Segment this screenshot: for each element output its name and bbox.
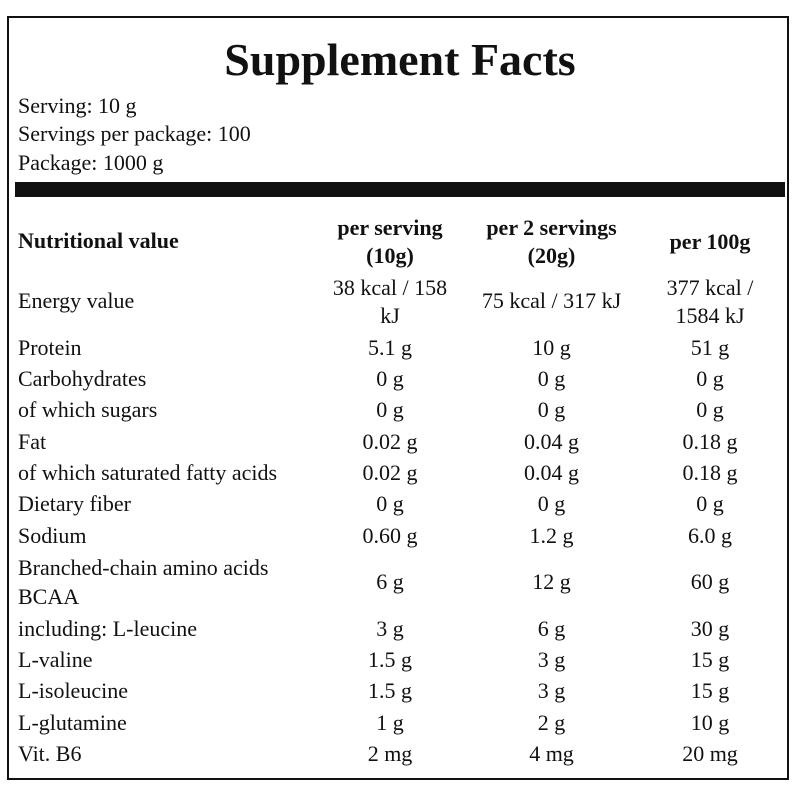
row-per-2-servings: 0 g: [537, 491, 566, 516]
row-per-100g: 10 g: [690, 710, 730, 735]
header-per-2-servings-amount: (20g): [527, 243, 576, 268]
row-per-100g: 15 g: [690, 678, 730, 703]
row-label: Carbohydrates: [18, 366, 147, 391]
package-size: Package: 1000 g: [18, 150, 164, 175]
energy-per-100g-line2: 1584 kJ: [675, 303, 745, 328]
header-per-100g: per 100g: [669, 229, 751, 254]
energy-per-2-servings: 75 kcal / 317 kJ: [481, 288, 622, 313]
row-per-2-servings: 0 g: [537, 397, 566, 422]
row-label: L-valine: [18, 647, 93, 672]
row-per-100g: 0.18 g: [682, 460, 738, 485]
row-per-2-servings: 2 g: [537, 710, 566, 735]
header-per-2-servings: per 2 servings: [486, 215, 617, 240]
row-label: Vit. B6: [18, 741, 82, 766]
serving-size: Serving: 10 g: [18, 93, 137, 118]
row-per-serving: 1 g: [376, 710, 404, 735]
row-per-serving: 0.60 g: [362, 523, 418, 548]
row-per-100g: 0 g: [696, 397, 724, 422]
label-title: Supplement Facts: [224, 34, 576, 85]
row-per-100g: 15 g: [690, 647, 730, 672]
row-label: Dietary fiber: [18, 491, 131, 516]
row-label: of which sugars: [18, 397, 158, 422]
bcaa-per-100g: 60 g: [690, 569, 730, 594]
row-per-100g: 0 g: [696, 491, 724, 516]
thick-divider: [15, 182, 785, 197]
bcaa-label-line2: BCAA: [18, 584, 80, 609]
row-per-100g: 30 g: [690, 616, 730, 641]
bcaa-per-serving: 6 g: [376, 569, 404, 594]
row-label: Fat: [18, 429, 47, 454]
row-label: of which saturated fatty acids: [18, 460, 278, 485]
row-per-serving: 0 g: [376, 397, 404, 422]
row-per-serving: 1.5 g: [368, 647, 412, 672]
header-nutritional-value: Nutritional value: [18, 228, 179, 253]
row-per-2-servings: 1.2 g: [529, 523, 574, 548]
row-per-100g: 0 g: [696, 366, 724, 391]
row-label: L-glutamine: [18, 710, 127, 735]
row-per-serving: 3 g: [376, 616, 404, 641]
row-per-2-servings: 3 g: [537, 678, 566, 703]
row-per-100g: 0.18 g: [682, 429, 738, 454]
row-per-100g: 6.0 g: [688, 523, 732, 548]
header-per-serving-amount: (10g): [366, 243, 414, 268]
row-per-serving: 2 mg: [367, 741, 413, 766]
row-per-2-servings: 0.04 g: [524, 429, 579, 454]
row-per-2-servings: 3 g: [537, 647, 566, 672]
row-per-2-servings: 10 g: [532, 335, 571, 360]
row-per-100g: 51 g: [690, 335, 730, 360]
row-label: including: L-leucine: [18, 616, 197, 641]
row-per-2-servings: 6 g: [537, 616, 566, 641]
row-per-serving: 0.02 g: [362, 460, 418, 485]
header-per-serving: per serving: [337, 215, 443, 240]
row-per-2-servings: 4 mg: [529, 741, 574, 766]
row-per-serving: 0 g: [376, 366, 404, 391]
label-frame: [7, 16, 789, 780]
row-per-2-servings: 0 g: [537, 366, 566, 391]
row-per-serving: 0 g: [376, 491, 404, 516]
row-per-serving: 1.5 g: [368, 678, 412, 703]
row-per-2-servings: 0.04 g: [524, 460, 579, 485]
row-per-serving: 5.1 g: [368, 335, 412, 360]
energy-per-serving-line1: 38 kcal / 158: [332, 275, 448, 300]
energy-per-100g-line1: 377 kcal /: [666, 275, 754, 300]
row-per-serving: 0.02 g: [362, 429, 418, 454]
bcaa-per-2-servings: 12 g: [532, 569, 571, 594]
energy-per-serving-line2: kJ: [380, 303, 400, 328]
energy-label: Energy value: [18, 288, 135, 313]
row-per-100g: 20 mg: [682, 741, 738, 766]
servings-per-package: Servings per package: 100: [18, 121, 251, 146]
row-label: L-isoleucine: [18, 678, 128, 703]
row-label: Protein: [18, 335, 82, 360]
row-label: Sodium: [18, 523, 87, 548]
bcaa-label-line1: Branched-chain amino acids: [18, 555, 269, 580]
